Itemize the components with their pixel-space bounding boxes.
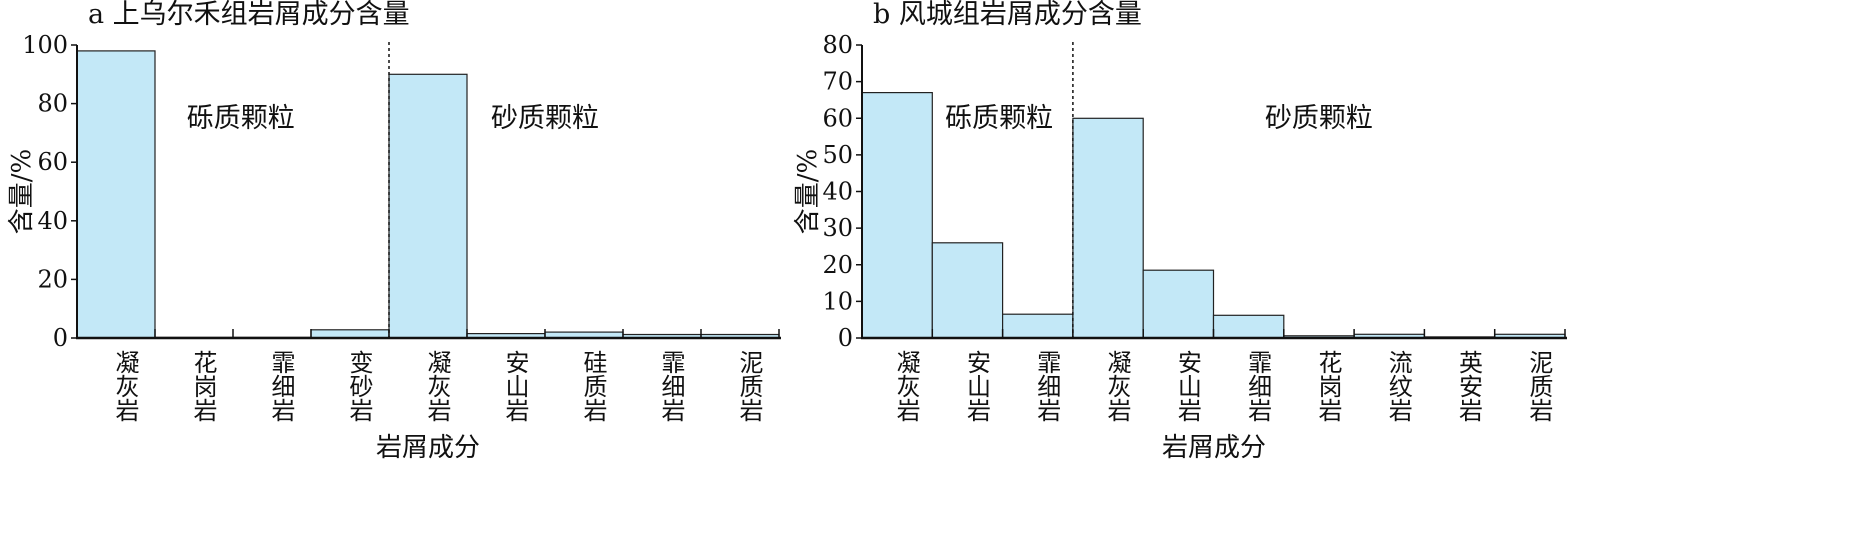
bar-5 [1142,269,1215,339]
x-tick-label: 凝灰岩 [892,350,920,422]
y-tick-label: 80 [822,31,853,59]
x-tick-label: 霏细岩 [657,350,685,422]
x-tick-label: 英安岩 [1455,350,1483,422]
y-tick-label: 0 [53,324,68,352]
group-label: 砾质颗粒 [945,103,1053,134]
x-tick-label: 流纹岩 [1384,350,1412,422]
y-tick-label: 10 [822,287,853,315]
y-tick-label: 40 [822,178,853,206]
chart-title: b 风城组岩屑成分含量 [873,0,1142,30]
x-tick-label: 凝灰岩 [1103,350,1131,422]
y-tick-label: 60 [37,148,68,176]
chart-panel-a: a 上乌尔禾组岩屑成分含量 0 20 40 60 80 100 凝灰岩 花岗岩 霏细岩 变砂岩 凝灰岩… [7,0,781,463]
y-tick-label: 30 [822,214,853,242]
x-tick-label: 泥质岩 [1525,350,1553,422]
x-tick-label: 变砂岩 [345,350,373,422]
group-label: 砂质颗粒 [1265,103,1373,134]
y-tick-label: 20 [822,251,853,279]
x-tick-label: 霏细岩 [267,350,295,422]
x-tick-label: 泥质岩 [735,350,763,422]
x-tick-label: 安山岩 [962,350,990,422]
bar-1 [861,91,933,339]
y-axis-label: 含量/% [7,149,37,234]
group-label: 砾质颗粒 [187,103,295,134]
x-axis-label: 岩屑成分 [1162,433,1266,463]
x-tick-label: 凝灰岩 [111,350,139,422]
y-tick-label: 100 [22,31,68,59]
x-tick-label: 花岗岩 [1314,350,1342,422]
chart-panel-b: b 风城组岩屑成分含量 0 10 20 30 40 50 60 70 80 凝灰岩 安山岩 霏细岩 凝灰岩… [793,0,1567,463]
y-tick-label: 80 [37,90,68,118]
x-tick-label: 安山岩 [501,350,529,422]
y-tick-label: 60 [822,104,853,132]
y-tick-label: 40 [37,207,68,235]
x-tick-label: 花岗岩 [189,350,217,422]
bar-4 [1072,117,1144,339]
x-tick-label: 霏细岩 [1033,350,1061,422]
bar-3 [1001,313,1074,339]
y-tick-label: 50 [822,141,853,169]
bar-2 [931,242,1004,339]
bar-1 [76,50,156,339]
x-tick-label: 凝灰岩 [423,350,451,422]
x-tick-label: 安山岩 [1173,350,1201,422]
y-tick-label: 0 [838,324,853,352]
x-axis-label: 岩屑成分 [376,433,480,463]
group-label: 砂质颗粒 [491,103,599,134]
y-tick-label: 20 [37,265,68,293]
bar-5 [388,73,468,339]
y-tick-label: 70 [822,68,853,96]
chart-title: a 上乌尔禾组岩屑成分含量 [88,0,410,30]
bar-6 [1212,314,1285,339]
x-tick-label: 霏细岩 [1244,350,1272,422]
y-axis-label: 含量/% [793,149,823,234]
x-tick-label: 硅质岩 [579,350,607,422]
